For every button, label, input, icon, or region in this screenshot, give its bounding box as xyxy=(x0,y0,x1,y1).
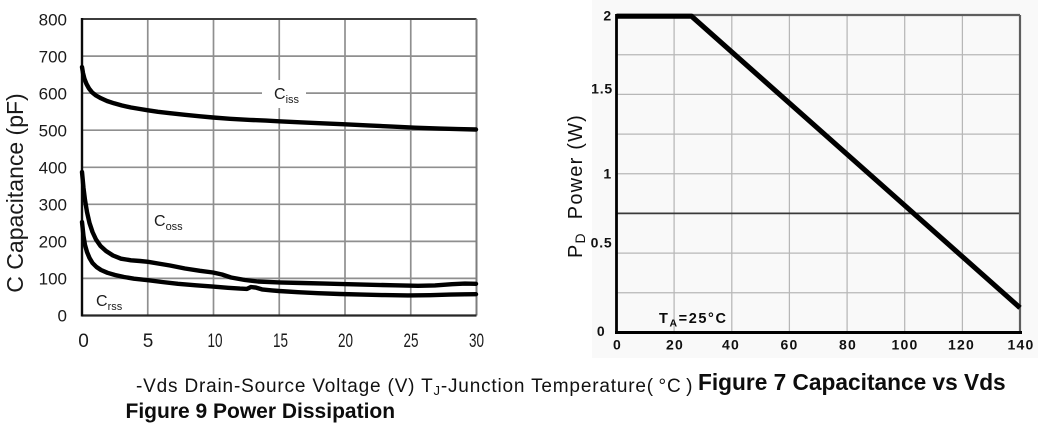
svg-text:20: 20 xyxy=(666,337,684,353)
svg-text:0: 0 xyxy=(613,337,622,353)
svg-text:400: 400 xyxy=(39,159,67,178)
svg-text:PD Power (W): PD Power (W) xyxy=(565,114,588,258)
svg-text:20: 20 xyxy=(338,331,353,352)
svg-text:2: 2 xyxy=(603,8,612,24)
svg-text:1.5: 1.5 xyxy=(591,81,613,97)
svg-text:700: 700 xyxy=(39,48,67,67)
svg-text:300: 300 xyxy=(39,196,67,215)
svg-text:15: 15 xyxy=(273,331,288,352)
svg-text:30: 30 xyxy=(469,331,484,352)
svg-text:10: 10 xyxy=(208,331,223,352)
svg-text:C Capacitance (pF): C Capacitance (pF) xyxy=(2,93,28,292)
svg-text:0: 0 xyxy=(597,323,606,339)
svg-text:60: 60 xyxy=(781,337,799,353)
svg-text:140: 140 xyxy=(1008,337,1035,353)
svg-text:TA=25°C: TA=25°C xyxy=(659,311,728,330)
svg-text:40: 40 xyxy=(722,337,740,353)
svg-text:1: 1 xyxy=(603,166,612,182)
svg-text:100: 100 xyxy=(39,270,67,289)
svg-text:600: 600 xyxy=(39,85,67,104)
svg-text:0: 0 xyxy=(78,331,89,352)
svg-text:120: 120 xyxy=(948,337,975,353)
svg-text:200: 200 xyxy=(39,233,67,252)
svg-text:5: 5 xyxy=(143,331,154,352)
svg-text:0: 0 xyxy=(58,307,67,326)
svg-text:0.5: 0.5 xyxy=(591,235,613,251)
svg-text:500: 500 xyxy=(39,122,67,141)
svg-text:80: 80 xyxy=(839,337,857,353)
svg-text:100: 100 xyxy=(892,337,919,353)
svg-text:800: 800 xyxy=(39,11,67,30)
svg-text:25: 25 xyxy=(404,331,419,352)
